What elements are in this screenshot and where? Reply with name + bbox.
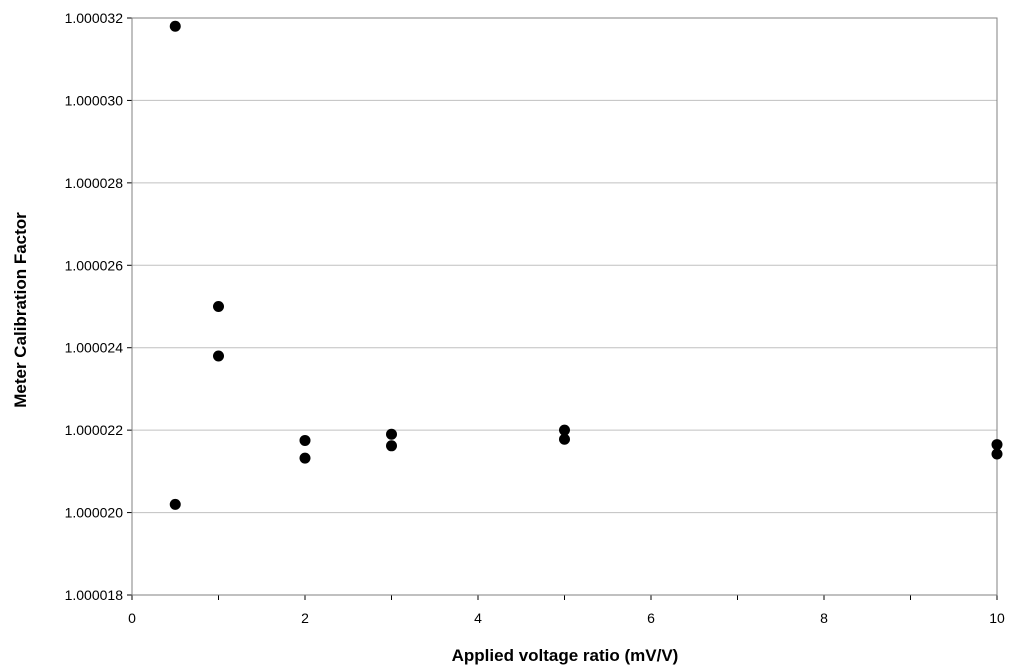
x-axis-title: Applied voltage ratio (mV/V) [452,646,679,665]
y-tick-label: 1.000020 [65,505,124,521]
x-tick-label: 4 [474,610,482,626]
data-point [386,440,397,452]
data-point [559,433,570,445]
y-tick-label: 1.000018 [65,587,124,603]
data-points [169,20,1003,510]
data-point [386,428,397,440]
data-point [213,350,224,362]
x-tick-label: 2 [301,610,309,626]
data-point [169,498,181,510]
x-axis-tick-labels: 0 2 4 6 8 10 [128,610,1005,626]
y-axis-title: Meter Calibration Factor [11,212,30,408]
x-tick-label: 8 [820,610,828,626]
x-tick-label: 6 [647,610,655,626]
data-point [213,301,224,312]
data-point [559,424,570,436]
plot-area [131,17,998,596]
data-point [169,20,181,32]
gridlines [127,17,998,600]
y-tick-label: 1.000024 [65,340,124,356]
y-axis-tick-labels: 1.000018 1.000020 1.000022 1.000024 1.000026… [65,10,124,603]
x-tick-label: 10 [989,610,1005,626]
y-tick-label: 1.000022 [65,422,124,438]
y-tick-label: 1.000028 [65,175,124,191]
data-point [299,434,311,446]
data-point [991,439,1003,451]
y-tick-label: 1.000030 [65,92,124,108]
x-tick-label: 0 [128,610,136,626]
data-point [991,448,1003,460]
data-point [299,452,311,464]
y-tick-label: 1.000026 [65,257,124,273]
y-tick-label: 1.000032 [65,10,124,26]
